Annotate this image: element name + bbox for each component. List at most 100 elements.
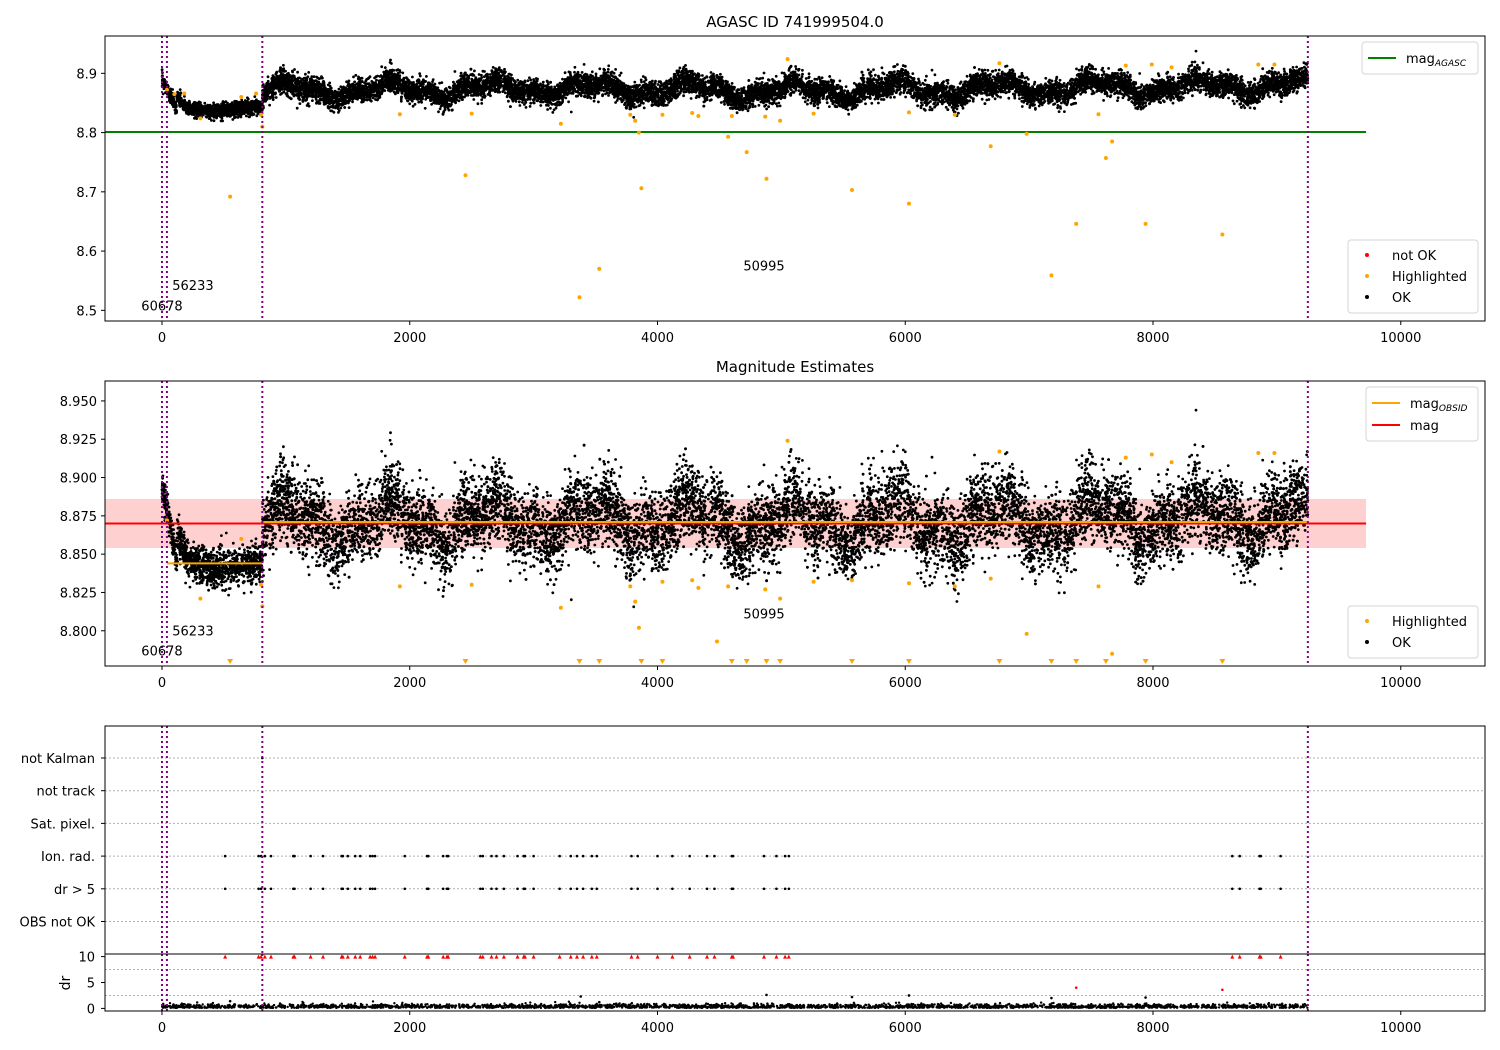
- data-point-ok: [240, 101, 243, 104]
- data-point-ok: [253, 95, 256, 98]
- data-point-ok: [180, 97, 183, 100]
- data-point-ok: [418, 72, 421, 75]
- data-point-ok: [1172, 102, 1175, 105]
- data-point-ok: [595, 73, 598, 76]
- data-point-ok: [250, 102, 253, 105]
- data-point-ok: [182, 108, 185, 111]
- data-point-ok: [221, 112, 224, 115]
- data-point-ok: [847, 113, 850, 116]
- data-point-ok: [245, 111, 248, 114]
- data-point-ok: [348, 106, 351, 109]
- data-point-ok: [244, 108, 247, 111]
- data-point-ok: [516, 79, 519, 82]
- data-point-ok: [216, 111, 219, 114]
- data-point-ok: [581, 71, 584, 74]
- data-point-ok: [256, 108, 259, 111]
- data-point-ok: [919, 84, 922, 87]
- data-point-ok: [237, 109, 240, 112]
- data-point-ok: [240, 111, 243, 114]
- data-point-ok: [198, 105, 201, 108]
- data-point-ok: [931, 69, 934, 72]
- data-point-ok: [188, 101, 191, 104]
- data-point-ok: [174, 109, 177, 112]
- data-point-ok: [203, 109, 206, 112]
- data-point-ok: [164, 81, 167, 84]
- data-point-ok: [723, 103, 726, 106]
- data-point-ok: [208, 117, 211, 120]
- data-point-ok: [591, 70, 594, 73]
- data-point-ok: [602, 89, 605, 92]
- data-point-ok: [173, 100, 176, 103]
- data-point-ok: [208, 109, 211, 112]
- data-point-ok: [684, 64, 687, 67]
- data-point-ok: [767, 105, 770, 108]
- data-point-ok: [807, 99, 810, 102]
- data-point-ok: [173, 103, 176, 106]
- data-point-ok: [181, 100, 184, 103]
- data-point-ok: [178, 92, 181, 95]
- data-point-ok: [257, 100, 260, 103]
- data-point-ok: [999, 96, 1002, 99]
- data-point-ok: [171, 88, 174, 91]
- data-point-ok: [1206, 70, 1209, 73]
- data-point-ok: [233, 105, 236, 108]
- data-point-ok: [199, 101, 202, 104]
- data-point-ok: [253, 101, 256, 104]
- data-point-ok: [1107, 67, 1110, 70]
- data-point-ok: [193, 103, 196, 106]
- data-point-ok: [174, 112, 177, 115]
- data-point-ok: [1191, 61, 1194, 64]
- data-point-ok: [221, 117, 224, 120]
- data-point-ok: [881, 66, 884, 69]
- data-point-ok: [1057, 104, 1060, 107]
- data-point-ok: [220, 103, 223, 106]
- data-point-ok: [203, 107, 206, 110]
- data-point-ok: [209, 106, 212, 109]
- data-point-ok: [525, 106, 528, 109]
- data-point-ok: [978, 68, 981, 71]
- data-point-ok: [186, 106, 189, 109]
- data-point-ok: [352, 76, 355, 79]
- data-point-ok: [710, 71, 713, 74]
- data-point-ok: [203, 102, 206, 105]
- data-point-ok: [212, 101, 215, 104]
- data-point-ok: [474, 76, 477, 79]
- data-point-ok: [889, 96, 892, 99]
- data-point-ok: [206, 106, 209, 109]
- data-point-ok: [507, 100, 510, 103]
- data-point-ok: [220, 120, 223, 123]
- data-point-ok: [528, 76, 531, 79]
- panel-title: AGASC ID 741999504.0: [706, 13, 884, 31]
- data-point-ok: [573, 71, 576, 74]
- data-point-ok: [191, 110, 194, 113]
- data-point-ok: [208, 113, 211, 116]
- data-point-ok: [925, 75, 928, 78]
- data-point-ok: [214, 110, 217, 113]
- data-point-ok: [817, 107, 820, 110]
- data-point-ok: [731, 82, 734, 85]
- data-point-ok: [251, 111, 254, 114]
- data-point-ok: [529, 105, 532, 108]
- data-point-ok: [195, 110, 198, 113]
- data-point-ok: [199, 109, 202, 112]
- data-point-ok: [199, 113, 202, 116]
- data-point-ok: [1289, 68, 1292, 71]
- data-point-ok: [755, 77, 758, 80]
- data-point-ok: [215, 116, 218, 119]
- data-point-ok: [794, 65, 797, 68]
- data-point-ok: [247, 108, 250, 111]
- data-point-ok: [375, 79, 378, 82]
- data-point-ok: [719, 73, 722, 76]
- data-point-ok: [916, 104, 919, 107]
- data-point-ok: [195, 115, 198, 118]
- data-point-ok: [217, 107, 220, 110]
- data-point-ok: [1102, 99, 1105, 102]
- data-point-ok: [583, 63, 586, 66]
- data-point-ok: [169, 95, 172, 98]
- data-point-ok: [180, 103, 183, 106]
- data-point-ok: [514, 80, 517, 83]
- data-point-ok: [231, 103, 234, 106]
- data-point-ok: [994, 69, 997, 72]
- data-point-ok: [247, 103, 250, 106]
- data-point-ok: [551, 111, 554, 114]
